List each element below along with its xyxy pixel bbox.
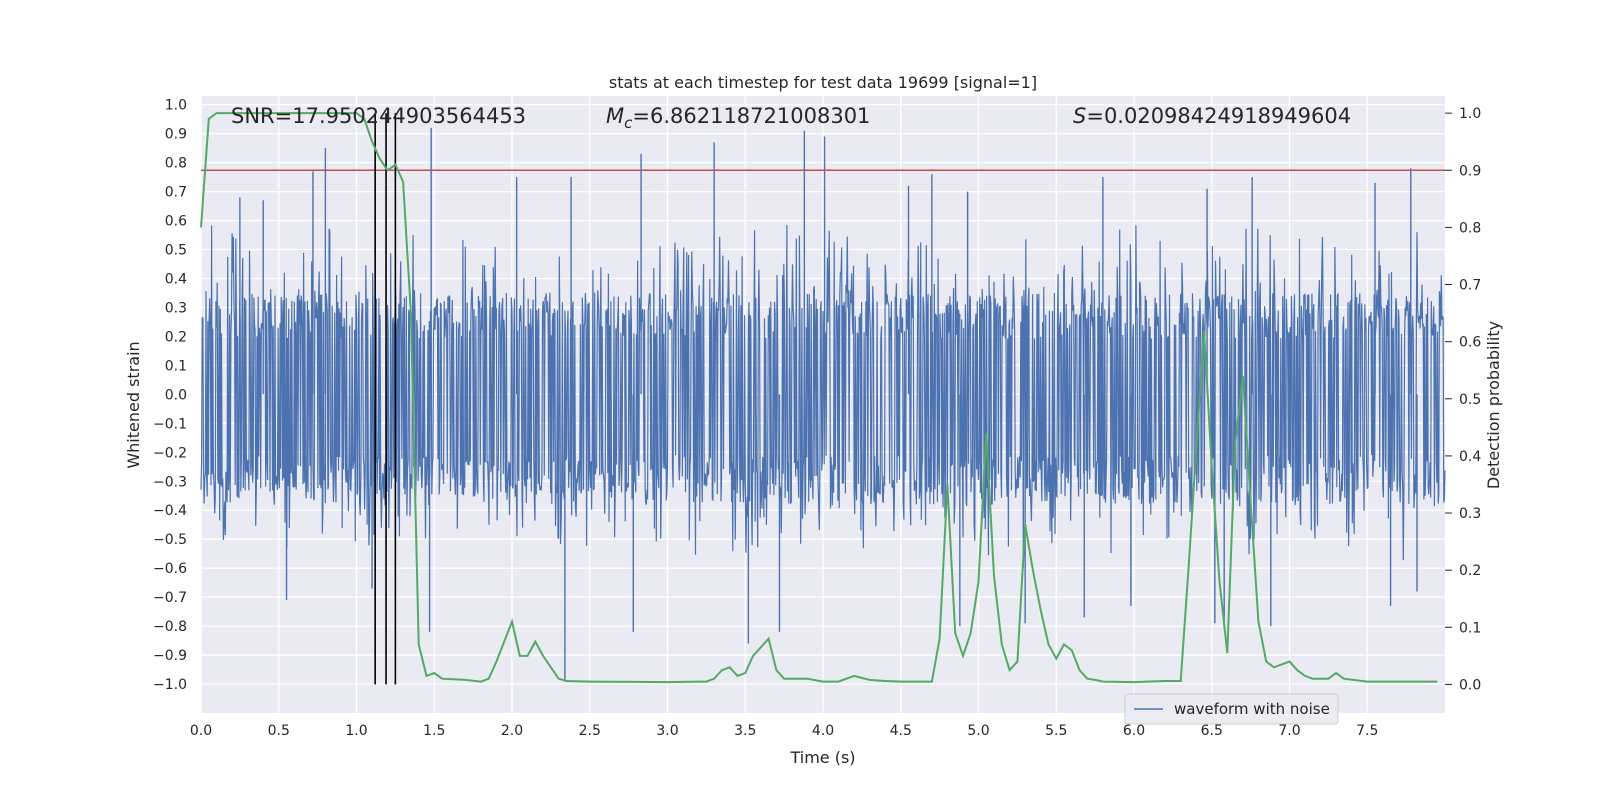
y-right-tick-label: 0.3 bbox=[1459, 506, 1481, 522]
y-left-tick-label: −0.5 bbox=[153, 532, 187, 548]
y-left-tick-label: −0.3 bbox=[153, 474, 187, 490]
y-left-tick-label: −0.1 bbox=[153, 416, 187, 432]
y-left-tick-label: −1.0 bbox=[153, 677, 187, 693]
y-left-tick-label: −0.8 bbox=[153, 619, 187, 635]
grid bbox=[200, 96, 1445, 713]
legend-box bbox=[1124, 693, 1339, 725]
legend: waveform with noise bbox=[1124, 693, 1339, 725]
y-right-tick-label: 1.0 bbox=[1459, 106, 1481, 122]
y-right-tick-label: 0.0 bbox=[1459, 677, 1481, 693]
chirp-mass-subscript: c bbox=[624, 114, 633, 132]
vertical-markers bbox=[374, 113, 397, 685]
chirp-mass-value: =6.862118721008301 bbox=[632, 104, 870, 128]
y-left-tick-label: −0.6 bbox=[153, 561, 187, 577]
x-tick-label: 1.5 bbox=[423, 723, 445, 739]
x-tick-label: 6.5 bbox=[1201, 723, 1223, 739]
legend-label: waveform with noise bbox=[1174, 700, 1330, 718]
y-left-tick-label: 0.5 bbox=[165, 243, 187, 259]
x-tick-label: 2.5 bbox=[579, 723, 601, 739]
x-tick-labels: 0.0 0.5 1.0 1.5 2.0 2.5 3.0 3.5 4.0 4.5 5.0 5.5 6.0 6… bbox=[190, 723, 1379, 739]
y-left-tick-label: −0.4 bbox=[153, 503, 187, 519]
y-left-tick-label: 0.6 bbox=[165, 214, 187, 230]
y-left-tick-label: 0.4 bbox=[165, 271, 187, 287]
chirp-mass-symbol: M bbox=[606, 104, 624, 128]
y-right-tick-label: 0.4 bbox=[1459, 449, 1481, 465]
probability-series bbox=[200, 112, 1438, 684]
chirp-mass-annotation: Mc=6.862118721008301 bbox=[606, 104, 870, 132]
chart-title: stats at each timestep for test data 196… bbox=[609, 73, 1037, 92]
x-tick-label: 0.5 bbox=[268, 723, 290, 739]
y-left-tick-label: 1.0 bbox=[165, 98, 187, 114]
s-value: =0.02098424918949604 bbox=[1086, 104, 1351, 128]
y-left-tick-label: 0.3 bbox=[165, 300, 187, 316]
y-right-tick-label: 0.2 bbox=[1459, 563, 1481, 579]
y-right-tick-label: 0.7 bbox=[1459, 278, 1481, 294]
probability-line bbox=[200, 112, 1438, 684]
x-tick-label: 5.5 bbox=[1045, 723, 1067, 739]
y-left-tick-label: −0.7 bbox=[153, 590, 187, 606]
y-right-tick-label: 0.5 bbox=[1459, 392, 1481, 408]
y-right-tick-label: 0.6 bbox=[1459, 335, 1481, 351]
waveform-line bbox=[200, 224, 1446, 568]
y-right-tick-label: 0.9 bbox=[1459, 163, 1481, 179]
x-tick-label: 2.0 bbox=[501, 723, 523, 739]
y-left-tick-label: 0.8 bbox=[165, 156, 187, 172]
x-tick-label: 5.0 bbox=[967, 723, 989, 739]
y-right-axis-label: Detection probability bbox=[1484, 321, 1503, 489]
x-tick-label: 4.5 bbox=[890, 723, 912, 739]
s-symbol: S bbox=[1073, 104, 1086, 128]
x-tick-label: 1.0 bbox=[345, 723, 367, 739]
y-right-tick-label: 0.8 bbox=[1459, 220, 1481, 236]
y-left-tick-label: −0.9 bbox=[153, 648, 187, 664]
waveform-series bbox=[200, 127, 1446, 682]
y-left-tick-label: 0.9 bbox=[165, 127, 187, 143]
s-annotation: S=0.02098424918949604 bbox=[1073, 104, 1351, 128]
y-right-tick-labels: 1.0 0.9 0.8 0.7 0.6 0.5 0.4 0.3 0.2 0.1 0.0 bbox=[1445, 106, 1481, 693]
y-left-tick-label: 0.7 bbox=[165, 185, 187, 201]
snr-annotation: SNR=17.950244903564453 bbox=[231, 104, 526, 128]
x-tick-label: 0.0 bbox=[190, 723, 212, 739]
x-tick-label: 7.5 bbox=[1356, 723, 1378, 739]
y-left-tick-label: 0.0 bbox=[165, 387, 187, 403]
x-tick-label: 6.0 bbox=[1123, 723, 1145, 739]
y-right-tick-label: 0.1 bbox=[1459, 620, 1481, 636]
y-left-tick-label: 0.2 bbox=[165, 329, 187, 345]
x-tick-label: 3.0 bbox=[656, 723, 678, 739]
y-left-tick-label: −0.2 bbox=[153, 445, 187, 461]
x-axis-label: Time (s) bbox=[789, 748, 855, 767]
y-left-axis-label: Whitened strain bbox=[124, 341, 143, 468]
y-left-tick-label: 0.1 bbox=[165, 358, 187, 374]
y-left-tick-labels: 1.0 0.9 0.8 0.7 0.6 0.5 0.4 0.3 0.2 0.1 0.0 −0.1 −0.… bbox=[153, 98, 187, 693]
x-tick-label: 4.0 bbox=[812, 723, 834, 739]
x-tick-label: 7.0 bbox=[1278, 723, 1300, 739]
x-tick-label: 3.5 bbox=[734, 723, 756, 739]
